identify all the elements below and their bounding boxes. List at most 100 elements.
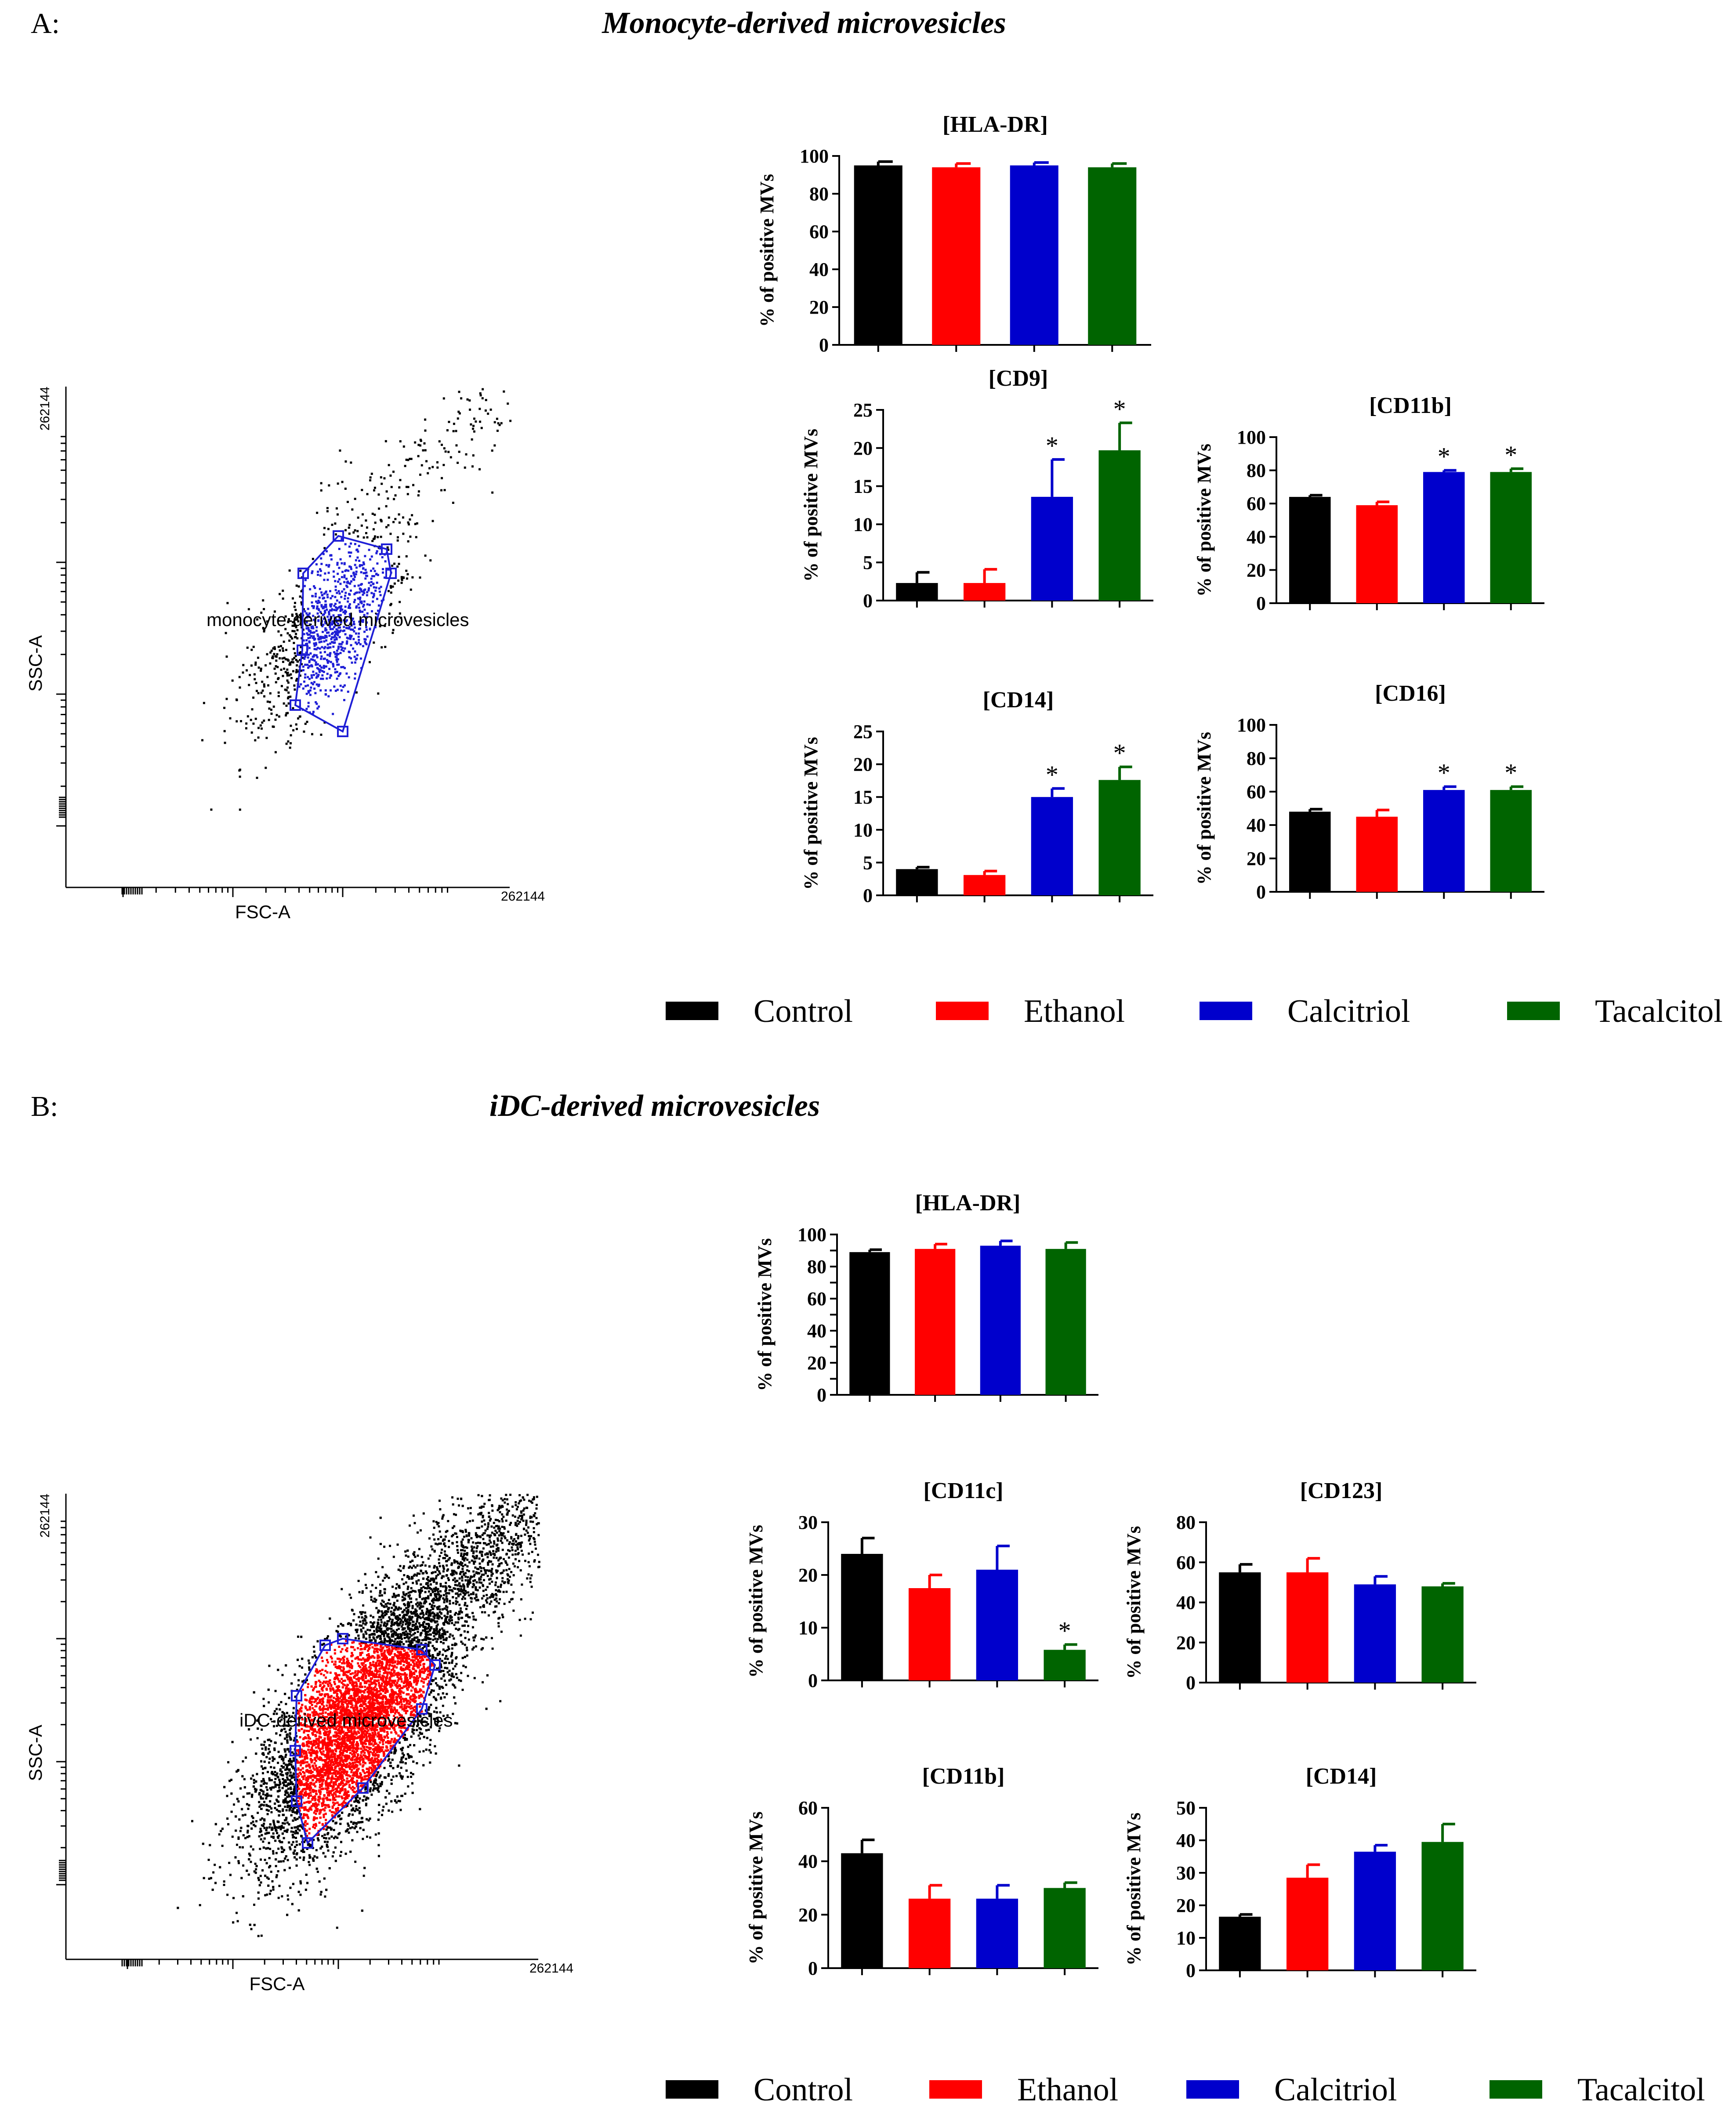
event-dot (239, 686, 241, 689)
event-dot (463, 1535, 465, 1538)
event-dot (436, 461, 439, 463)
gated-event-dot (312, 655, 314, 658)
event-dot (285, 704, 288, 707)
gated-event-dot (311, 605, 314, 608)
event-dot (225, 655, 228, 658)
gated-event-dot (377, 574, 379, 576)
event-dot (406, 493, 409, 496)
event-dot (500, 422, 503, 424)
event-dot (270, 709, 272, 711)
event-dot (287, 681, 290, 684)
gated-event-dot (316, 663, 319, 666)
event-dot (410, 458, 413, 460)
event-dot (284, 671, 287, 673)
event-dot (385, 505, 388, 507)
gated-event-dot (360, 571, 362, 574)
event-dot (286, 668, 289, 671)
event-dot (390, 591, 392, 594)
gated-event-dot (359, 588, 362, 591)
y-axis-max-tick-label: 262144 (38, 1494, 52, 1538)
gated-event-dot (306, 642, 308, 645)
event-dot (405, 485, 408, 488)
event-dot (320, 733, 323, 736)
event-dot (225, 698, 228, 700)
gated-event-dot (326, 662, 329, 664)
panel-b-title: iDC-derived microvesicles (489, 1089, 820, 1123)
gated-event-dot (377, 609, 379, 612)
gated-event-dot (312, 635, 315, 638)
event-dot (304, 723, 307, 725)
gated-event-dot (373, 575, 375, 577)
gated-event-dot (338, 630, 341, 633)
gated-event-dot (314, 595, 317, 597)
event-dot (509, 420, 512, 422)
event-dot (288, 663, 291, 666)
gated-event-dot (355, 559, 357, 561)
event-dot (393, 562, 395, 565)
event-dot (417, 490, 420, 493)
gated-event-dot (354, 626, 356, 629)
gated-event-dot (333, 634, 336, 637)
event-dot (247, 608, 250, 611)
event-dot (300, 601, 303, 604)
gated-event-dot (305, 612, 308, 615)
gated-event-dot (354, 599, 356, 601)
gated-event-dot (315, 683, 318, 686)
y-axis-max-tick-label: 262144 (38, 387, 52, 431)
gated-event-dot (357, 550, 359, 553)
gated-event-dot (303, 633, 305, 635)
gated-event-dot (332, 614, 335, 617)
event-dot (479, 392, 482, 395)
gated-event-dot (309, 588, 312, 590)
gated-event-dot (352, 628, 354, 631)
y-axis-label: % of positive MVs (756, 174, 778, 327)
gated-event-dot (326, 608, 328, 611)
event-dot (290, 677, 293, 680)
gated-event-dot (320, 658, 323, 660)
event-dot (396, 565, 399, 568)
gated-event-dot (336, 649, 338, 652)
gated-event-dot (312, 683, 314, 685)
gated-event-dot (319, 574, 322, 577)
event-dot (481, 397, 484, 400)
gated-event-dot (343, 611, 346, 613)
event-dot (396, 539, 399, 542)
event-dot (423, 442, 426, 445)
gated-event-dot (377, 604, 380, 607)
gated-event-dot (315, 672, 318, 675)
gated-event-dot (308, 612, 311, 615)
gated-event-dot (345, 619, 348, 622)
gated-event-dot (342, 1680, 344, 1682)
gate-polygon (294, 535, 392, 733)
gated-event-dot (305, 1730, 308, 1732)
event-dot (398, 563, 400, 565)
event-dot (419, 576, 421, 579)
event-dot (290, 673, 292, 676)
gated-event-dot (312, 637, 314, 639)
gated-event-dot (369, 558, 372, 561)
event-dot (279, 645, 282, 648)
event-dot (350, 461, 352, 464)
gated-event-dot (315, 702, 318, 705)
event-dot (390, 586, 392, 589)
bar-ethanol (1356, 505, 1398, 603)
event-dot (312, 557, 314, 560)
event-dot (223, 706, 226, 709)
event-dot (392, 629, 395, 631)
event-dot (354, 1861, 357, 1863)
x-axis-max-tick-label: 262144 (529, 1961, 573, 1976)
gated-event-dot (305, 621, 308, 624)
event-dot (260, 1934, 263, 1937)
gated-event-dot (405, 1673, 408, 1676)
event-dot (292, 670, 294, 673)
gated-event-dot (336, 660, 338, 663)
event-dot (283, 702, 285, 705)
y-axis-label: SSC-A (25, 635, 46, 691)
event-dot (466, 1654, 468, 1657)
event-dot (394, 494, 397, 497)
gated-event-dot (308, 677, 311, 680)
event-dot (388, 516, 390, 519)
gated-event-dot (312, 659, 314, 661)
